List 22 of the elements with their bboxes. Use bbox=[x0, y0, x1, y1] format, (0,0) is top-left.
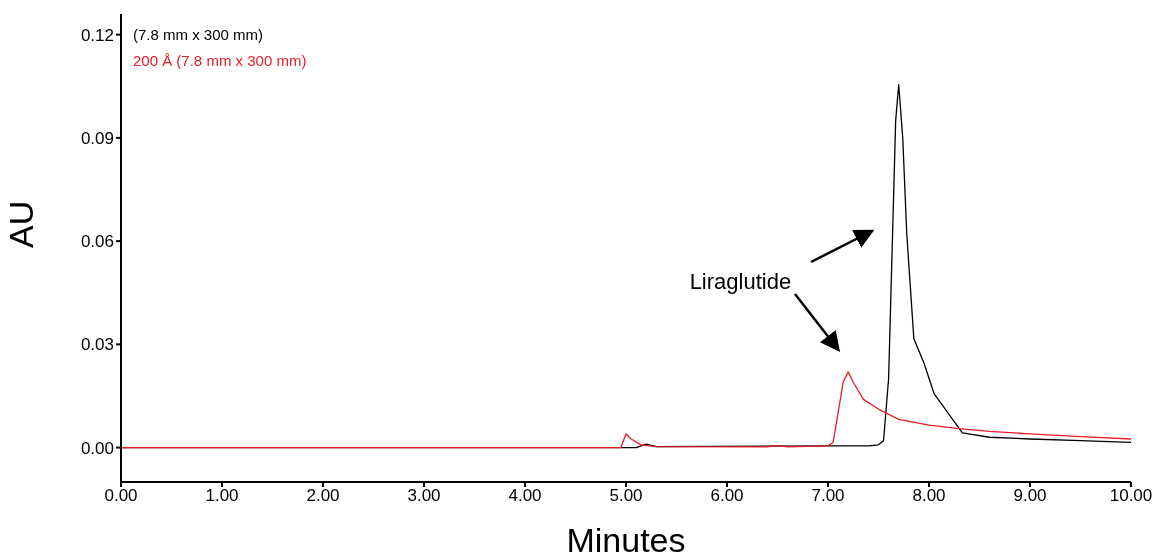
y-axis-title: AU bbox=[2, 200, 41, 248]
x-tick-label: 9.00 bbox=[1013, 486, 1047, 506]
x-tick-label: 3.00 bbox=[407, 486, 441, 506]
x-tick-label: 4.00 bbox=[508, 486, 542, 506]
line-series bbox=[121, 371, 1131, 449]
y-tick-label: 0.03 bbox=[80, 335, 114, 355]
y-tick-label: 0.06 bbox=[80, 232, 114, 252]
x-tick-label: 10.00 bbox=[1109, 486, 1153, 506]
y-tick-label: 0.00 bbox=[80, 438, 114, 458]
y-tick-label: 0.12 bbox=[80, 25, 114, 45]
text: 200 Å (7.8 mm x 300 mm) bbox=[133, 51, 307, 71]
x-tick-label: 7.00 bbox=[811, 486, 845, 506]
x-tick-label: 0.00 bbox=[104, 486, 138, 506]
x-tick-label: 1.00 bbox=[205, 486, 239, 506]
text: (7.8 mm x 300 mm) bbox=[133, 25, 265, 45]
x-tick-label: 5.00 bbox=[609, 486, 643, 506]
y-tick-label: 0.09 bbox=[80, 128, 114, 148]
x-tick-label: 2.00 bbox=[306, 486, 340, 506]
x-axis-title: Minutes bbox=[566, 521, 686, 554]
x-tick-label: 6.00 bbox=[710, 486, 744, 506]
x-tick-label: 8.00 bbox=[912, 486, 946, 506]
annotation: Liraglutide bbox=[689, 269, 792, 296]
